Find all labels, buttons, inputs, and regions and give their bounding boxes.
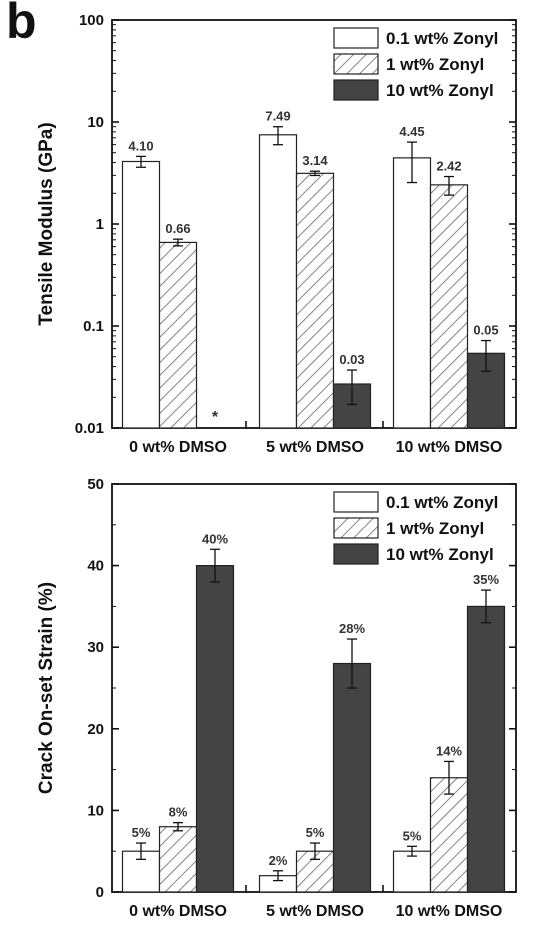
bar <box>429 184 469 429</box>
y-tick-label: 100 <box>79 12 104 29</box>
legend-swatch <box>333 27 379 49</box>
legend-swatch <box>333 491 379 513</box>
data-label: 5% <box>403 828 422 843</box>
x-category-label: 0 wt% DMSO <box>129 439 227 456</box>
y-tick-label: 30 <box>87 639 104 656</box>
y-tick-label: 10 <box>87 114 104 131</box>
data-label: 40% <box>202 531 228 546</box>
data-label: 14% <box>436 743 462 758</box>
legend-label: 10 wt% Zonyl <box>386 545 494 564</box>
y-axis-title: Tensile Modulus (GPa) <box>36 122 57 325</box>
y-tick-label: 10 <box>87 802 104 819</box>
data-label: 4.45 <box>399 124 424 139</box>
legend-label: 1 wt% Zonyl <box>386 55 484 74</box>
legend-swatch <box>333 53 379 75</box>
legend-swatch <box>333 79 379 101</box>
data-label: 0.05 <box>473 323 498 338</box>
y-tick-label: 0 <box>96 884 104 901</box>
bar <box>392 850 432 893</box>
data-label: 3.14 <box>302 153 328 168</box>
y-tick-label: 20 <box>87 721 104 738</box>
data-label: 35% <box>473 572 499 587</box>
x-category-label: 5 wt% DMSO <box>266 903 364 920</box>
x-category-label: 10 wt% DMSO <box>396 903 503 920</box>
bar <box>332 662 372 893</box>
data-label: 5% <box>132 825 151 840</box>
x-category-label: 5 wt% DMSO <box>266 439 364 456</box>
legend-label: 0.1 wt% Zonyl <box>386 493 498 512</box>
bar <box>258 134 298 429</box>
legend-swatch <box>333 543 379 565</box>
missing-value-marker: * <box>212 409 219 426</box>
bar <box>158 241 198 429</box>
data-label: 8% <box>169 805 188 820</box>
bar <box>392 157 432 429</box>
panel-label: b <box>6 0 37 49</box>
bar <box>195 564 235 893</box>
data-label: 0.03 <box>339 352 364 367</box>
y-tick-label: 0.1 <box>83 318 104 335</box>
data-label: 0.66 <box>165 221 190 236</box>
data-label: 2.42 <box>436 159 461 174</box>
bar <box>295 172 335 429</box>
y-tick-label: 1 <box>96 216 104 233</box>
legend-label: 0.1 wt% Zonyl <box>386 29 498 48</box>
y-axis-title: Crack On-set Strain (%) <box>36 582 57 794</box>
y-tick-label: 50 <box>87 476 104 493</box>
bar <box>121 160 161 429</box>
data-label: 28% <box>339 621 365 636</box>
data-label: 4.10 <box>128 138 153 153</box>
bar <box>466 605 506 893</box>
bar <box>429 777 469 893</box>
legend-swatch <box>333 517 379 539</box>
data-label: 7.49 <box>265 109 290 124</box>
x-category-label: 10 wt% DMSO <box>396 439 503 456</box>
legend-label: 10 wt% Zonyl <box>386 81 494 100</box>
data-label: 2% <box>269 853 288 868</box>
data-label: 5% <box>306 825 325 840</box>
bar <box>158 826 198 893</box>
x-category-label: 0 wt% DMSO <box>129 903 227 920</box>
legend-label: 1 wt% Zonyl <box>386 519 484 538</box>
y-tick-label: 0.01 <box>75 420 104 437</box>
y-tick-label: 40 <box>87 558 104 575</box>
